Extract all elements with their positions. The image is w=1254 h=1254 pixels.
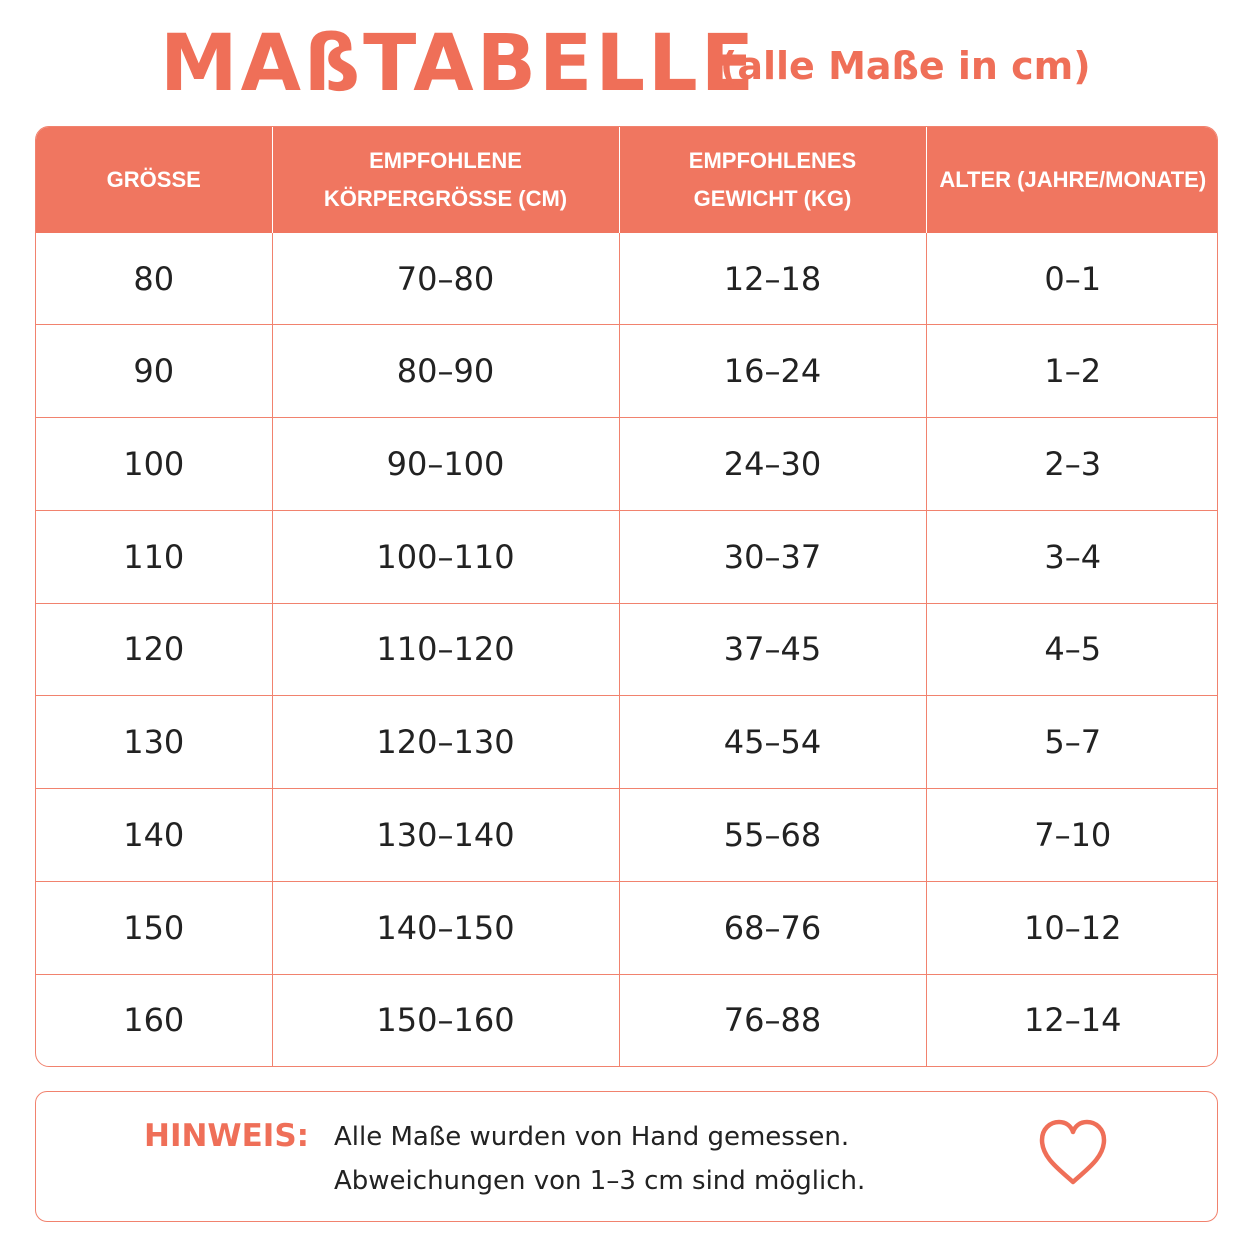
table-header-row: GRÖSSE EMPFOHLENE KÖRPERGRÖSSE (CM) EMPF… (36, 127, 1217, 233)
heart-icon (1039, 1119, 1107, 1185)
cell-koerpergroesse: 90–100 (272, 417, 620, 511)
header-koerpergroesse: EMPFOHLENE KÖRPERGRÖSSE (CM) (272, 127, 620, 233)
header-alter: ALTER (JAHRE/MONATE) (926, 127, 1217, 233)
table-header: GRÖSSE EMPFOHLENE KÖRPERGRÖSSE (CM) EMPF… (36, 127, 1217, 233)
cell-alter: 1–2 (926, 324, 1217, 418)
header-text: ALTER (JAHRE/MONATE) (939, 167, 1207, 192)
table-body: 80 70–80 12–18 0–1 90 80–90 16–24 1–2 100 90–100 2… (36, 233, 1217, 1066)
cell-gewicht: 55–68 (619, 788, 927, 882)
page-title: MAßTABELLE (160, 19, 758, 109)
table-row: 90 80–90 16–24 1–2 (36, 324, 1217, 418)
header-text: GRÖSSE (106, 167, 201, 192)
cell-gewicht: 30–37 (619, 510, 927, 604)
cell-gewicht: 68–76 (619, 881, 927, 975)
table-row: 150 140–150 68–76 10–12 (36, 881, 1217, 975)
cell-alter: 0–1 (926, 233, 1217, 326)
table-row: 80 70–80 12–18 0–1 (36, 233, 1217, 326)
cell-gewicht: 45–54 (619, 695, 927, 790)
cell-groesse: 130 (36, 695, 273, 790)
size-table: GRÖSSE EMPFOHLENE KÖRPERGRÖSSE (CM) EMPF… (36, 127, 1217, 1066)
cell-koerpergroesse: 100–110 (272, 510, 620, 604)
table-row: 140 130–140 55–68 7–10 (36, 788, 1217, 882)
cell-gewicht: 16–24 (619, 324, 927, 418)
table-row: 160 150–160 76–88 12–14 (36, 974, 1217, 1066)
cell-groesse: 150 (36, 881, 273, 975)
note-text-line-1: Alle Maße wurden von Hand gemessen. (334, 1122, 850, 1152)
note-text-line-2: Abweichungen von 1–3 cm sind möglich. (334, 1166, 866, 1196)
cell-koerpergroesse: 110–120 (272, 603, 620, 697)
cell-gewicht: 12–18 (619, 233, 927, 326)
cell-alter: 4–5 (926, 603, 1217, 697)
table-row: 100 90–100 24–30 2–3 (36, 417, 1217, 511)
cell-alter: 7–10 (926, 788, 1217, 882)
table-row: 110 100–110 30–37 3–4 (36, 510, 1217, 604)
cell-gewicht: 24–30 (619, 417, 927, 511)
note-box: HINWEIS: Alle Maße wurden von Hand gemes… (35, 1091, 1218, 1222)
size-table-container: GRÖSSE EMPFOHLENE KÖRPERGRÖSSE (CM) EMPF… (35, 126, 1218, 1067)
cell-alter: 3–4 (926, 510, 1217, 604)
cell-groesse: 110 (36, 510, 273, 604)
header-text: GEWICHT (KG) (693, 186, 852, 211)
cell-koerpergroesse: 130–140 (272, 788, 620, 882)
cell-koerpergroesse: 80–90 (272, 324, 620, 418)
cell-koerpergroesse: 120–130 (272, 695, 620, 790)
header-text: EMPFOHLENE (369, 148, 522, 173)
header-groesse: GRÖSSE (36, 127, 273, 233)
cell-alter: 10–12 (926, 881, 1217, 975)
cell-gewicht: 37–45 (619, 603, 927, 697)
cell-gewicht: 76–88 (619, 974, 927, 1066)
cell-groesse: 100 (36, 417, 273, 511)
cell-koerpergroesse: 70–80 (272, 233, 620, 326)
cell-alter: 12–14 (1024, 1001, 1122, 1040)
cell-alter: 2–3 (926, 417, 1217, 511)
note-label: HINWEIS: (144, 1118, 310, 1154)
table-row: 130 120–130 45–54 5–7 (36, 695, 1217, 790)
cell-groesse: 90 (36, 324, 273, 418)
cell-groesse: 160 (36, 974, 273, 1066)
table-row: 120 110–120 37–45 4–5 (36, 603, 1217, 697)
title-row: MAßTABELLE (alle Maße in cm) (0, 14, 1254, 114)
cell-alter: 5–7 (926, 695, 1217, 790)
cell-groesse: 140 (36, 788, 273, 882)
cell-groesse: 80 (36, 233, 273, 326)
page-subtitle: (alle Maße in cm) (720, 44, 1091, 88)
header-text: KÖRPERGRÖSSE (CM) (323, 186, 568, 211)
cell-koerpergroesse: 150–160 (272, 974, 620, 1066)
header-gewicht: EMPFOHLENES GEWICHT (KG) (619, 127, 927, 233)
cell-koerpergroesse: 140–150 (272, 881, 620, 975)
cell-groesse: 120 (36, 603, 273, 697)
header-text: EMPFOHLENES (688, 148, 857, 173)
